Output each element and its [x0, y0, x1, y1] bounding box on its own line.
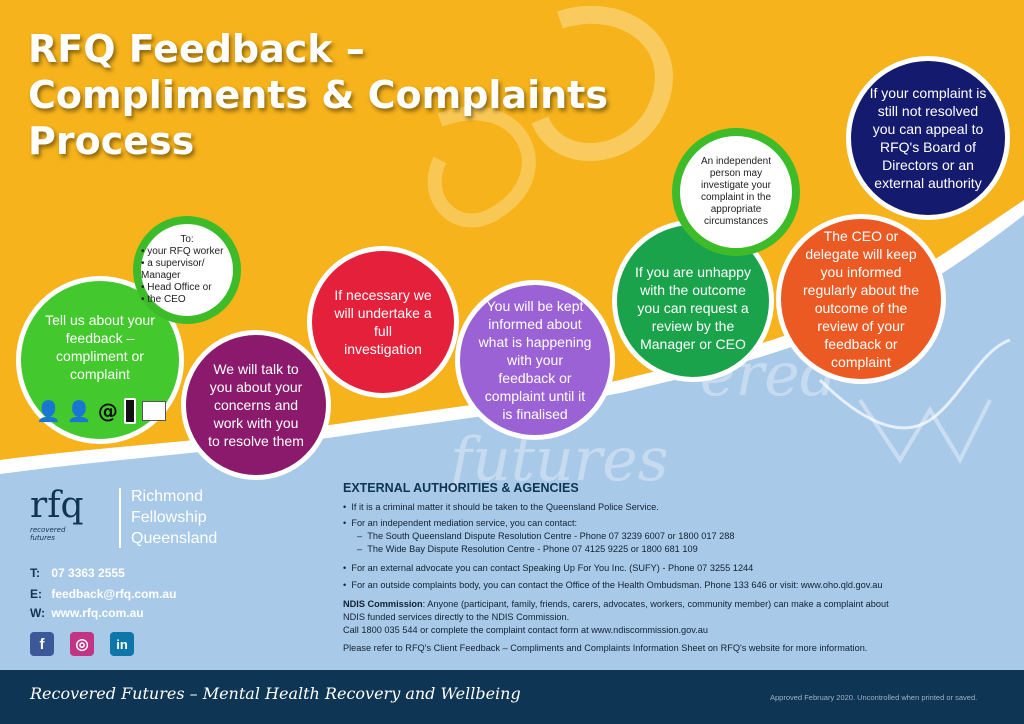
page-title: RFQ Feedback – Compliments & Complaints …	[28, 26, 608, 164]
title-line-3: Process	[28, 119, 195, 163]
logo-tagline: recovered futures	[30, 526, 66, 542]
facebook-icon[interactable]: f	[30, 632, 54, 656]
footer-approved: Approved February 2020. Uncontrolled whe…	[770, 693, 978, 702]
org-name-line-3: Queensland	[131, 530, 218, 547]
step-investigate: If necessary we will undertake a full in…	[307, 246, 459, 398]
web-label: W:	[30, 606, 46, 620]
step-tell-us-text: Tell us about your feedback – compliment…	[45, 312, 155, 382]
footer-bar	[0, 670, 1024, 724]
step-talk-text: We will talk to you about your concerns …	[208, 361, 304, 449]
step-review-text: If you are unhappy with the outcome you …	[635, 264, 751, 352]
watermark-futures: futures	[450, 425, 669, 495]
ndis-label: NDIS Commission	[343, 599, 423, 609]
step-independent-text: An independent person may investigate yo…	[700, 156, 772, 227]
to-item-2: • a supervisor/ Manager	[141, 258, 205, 281]
step-ceo-text: The CEO or delegate will keep you inform…	[803, 228, 919, 370]
at-sign-icon: @	[97, 399, 118, 423]
contact-phone: T: 07 3363 2555	[30, 566, 125, 580]
to-heading: To:	[180, 234, 194, 245]
ndis-line-1: NDIS Commission: Anyone (participant, fa…	[343, 599, 889, 609]
title-line-1: RFQ Feedback –	[28, 27, 365, 71]
phone-label: T:	[30, 566, 40, 580]
org-name-line-2: Fellowship	[131, 509, 207, 526]
mobile-phone-icon	[123, 398, 137, 424]
ext-bullet-3: • For an external advocate you can conta…	[343, 563, 754, 573]
contact-icons: 👤 👤 @	[36, 396, 166, 426]
org-name-line-1: Richmond	[131, 488, 204, 505]
external-list: • If it is a criminal matter it should b…	[343, 501, 1013, 655]
org-name: Richmond Fellowship Queensland	[131, 486, 217, 549]
step-to-whom: To: • your RFQ worker • a supervisor/ Ma…	[133, 216, 241, 324]
step-appeal-text: If your complaint is still not resolved …	[869, 85, 987, 191]
step-investigate-text: If necessary we will undertake a full in…	[334, 287, 432, 357]
step-appeal: If your complaint is still not resolved …	[846, 56, 1010, 220]
instagram-icon[interactable]: ◎	[70, 632, 94, 656]
web-value[interactable]: www.rfq.com.au	[51, 606, 144, 620]
step-independent: An independent person may investigate yo…	[672, 128, 800, 256]
ext-sub-2: – The Wide Bay Dispute Resolution Centre…	[357, 544, 698, 554]
contact-email: E: feedback@rfq.com.au	[30, 587, 176, 601]
refer-line: Please refer to RFQ's Client Feedback – …	[343, 643, 868, 653]
step-kept-informed-text: You will be kept informed about what is …	[478, 298, 592, 422]
email-label: E:	[30, 587, 42, 601]
ext-bullet-1: • If it is a criminal matter it should b…	[343, 502, 659, 512]
logo-divider	[119, 488, 121, 548]
to-item-1: • your RFQ worker	[141, 246, 224, 257]
title-line-2: Compliments & Complaints	[28, 73, 608, 117]
external-heading: EXTERNAL AUTHORITIES & AGENCIES	[343, 481, 579, 495]
ndis-line-2: NDIS funded services directly to the NDI…	[343, 612, 570, 622]
rfq-logo: rfq recovered futures	[30, 486, 120, 550]
to-item-4: • the CEO	[141, 294, 186, 305]
envelope-icon	[142, 401, 166, 421]
ext-bullet-4: • For an outside complaints body, you ca…	[343, 580, 883, 590]
step-ceo: The CEO or delegate will keep you inform…	[776, 214, 946, 384]
phone-value[interactable]: 07 3363 2555	[51, 566, 125, 580]
logo-text: rfq	[30, 485, 84, 526]
footer-tagline: Recovered Futures – Mental Health Recove…	[30, 684, 521, 703]
step-to-whom-content: To: • your RFQ worker • a supervisor/ Ma…	[141, 234, 233, 306]
step-talk: We will talk to you about your concerns …	[181, 330, 331, 480]
email-value[interactable]: feedback@rfq.com.au	[51, 587, 177, 601]
ndis-line-3: Call 1800 035 544 or complete the compla…	[343, 625, 708, 635]
linkedin-icon[interactable]: in	[110, 632, 134, 656]
step-kept-informed: You will be kept informed about what is …	[455, 280, 615, 440]
ext-sub-1: – The South Queensland Dispute Resolutio…	[357, 531, 735, 541]
person-speech-icon: 👤	[36, 399, 61, 423]
contact-web: W: www.rfq.com.au	[30, 606, 144, 620]
person-icon: 👤	[66, 399, 92, 423]
to-item-3: • Head Office or	[141, 282, 212, 293]
ext-bullet-2: • For an independent mediation service, …	[343, 518, 578, 528]
